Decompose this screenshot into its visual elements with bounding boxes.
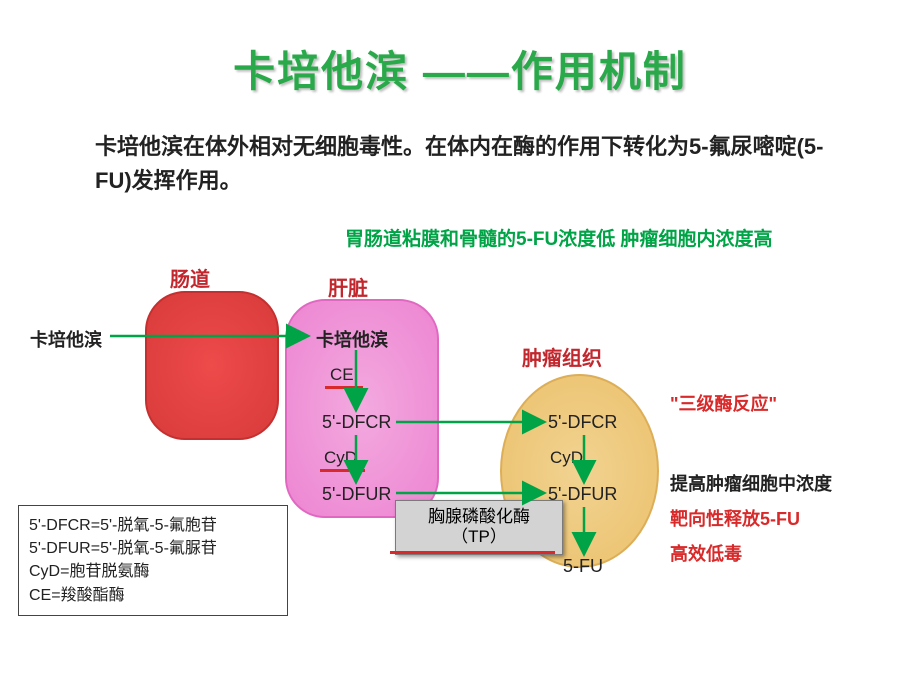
note-2: 靶向性释放5-FU	[670, 505, 800, 531]
tp-box: 胸腺磷酸化酶 （TP）	[395, 500, 563, 555]
liver-label: 肝脏	[328, 272, 368, 301]
legend-box: 5'-DFCR=5'-脱氧-5-氟胞苷 5'-DFUR=5'-脱氧-5-氟脲苷 …	[18, 505, 288, 616]
legend-line-3: CyD=胞苷脱氨酶	[29, 560, 277, 583]
enzyme-ce-underline	[325, 386, 363, 389]
legend-line-2: 5'-DFUR=5'-脱氧-5-氟脲苷	[29, 537, 277, 560]
legend-line-4: CE=羧酸酯酶	[29, 584, 277, 607]
node-dfcr-tumor: 5'-DFCR	[548, 412, 617, 433]
intestine-label: 肠道	[170, 263, 210, 292]
node-dfcr-liver: 5'-DFCR	[322, 412, 391, 433]
note-3: 高效低毒	[670, 540, 742, 566]
node-capecitabine-1: 卡培他滨	[30, 326, 102, 352]
intestine-shape	[145, 291, 279, 440]
node-capecitabine-2: 卡培他滨	[316, 326, 388, 352]
tp-line2: （TP）	[451, 527, 507, 546]
tp-line1: 胸腺磷酸化酶	[428, 507, 530, 526]
slide-root: 卡培他滨 ——作用机制 卡培他滨在体外相对无细胞毒性。在体内在酶的作用下转化为5…	[0, 0, 920, 690]
enzyme-cyd-liver: CyD	[324, 448, 357, 468]
tp-underline	[390, 551, 555, 554]
description-text: 卡培他滨在体外相对无细胞毒性。在体内在酶的作用下转化为5-氟尿嘧啶(5-FU)发…	[95, 130, 835, 198]
green-caption: 胃肠道粘膜和骨髓的5-FU浓度低 肿瘤细胞内浓度高	[345, 224, 773, 251]
legend-line-1: 5'-DFCR=5'-脱氧-5-氟胞苷	[29, 514, 277, 537]
slide-title: 卡培他滨 ——作用机制	[0, 38, 920, 99]
note-title: "三级酶反应"	[670, 390, 777, 416]
node-5fu: 5-FU	[563, 556, 603, 577]
note-1: 提高肿瘤细胞中浓度	[670, 470, 832, 496]
enzyme-cyd-underline	[320, 469, 365, 472]
tumor-label: 肿瘤组织	[522, 342, 602, 371]
enzyme-cyd-tumor: CyD	[550, 448, 583, 468]
enzyme-ce: CE	[330, 365, 354, 385]
node-dfur-liver: 5'-DFUR	[322, 484, 391, 505]
